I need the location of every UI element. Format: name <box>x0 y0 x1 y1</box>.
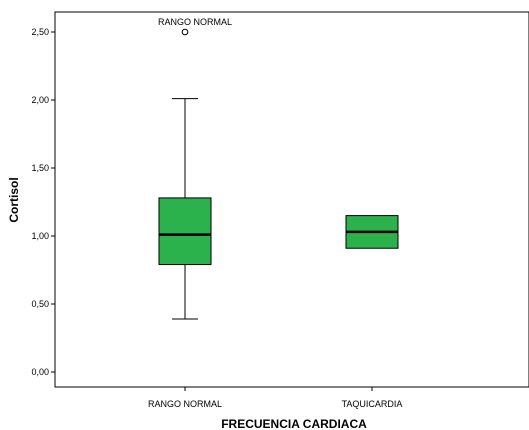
x-axis: RANGO NORMAL TAQUICARDIA <box>148 387 402 409</box>
x-tick-label: TAQUICARDIA <box>342 399 403 409</box>
x-tick-label: RANGO NORMAL <box>148 399 222 409</box>
y-tick-label: 2,00 <box>31 95 49 105</box>
y-tick-label: 1,50 <box>31 163 49 173</box>
box-taquicardia <box>345 215 399 249</box>
outlier-point <box>181 28 189 36</box>
plot-area <box>54 11 529 388</box>
y-tick-label: 0,00 <box>31 367 49 377</box>
y-tick-label: 1,00 <box>31 231 49 241</box>
y-axis-title: Cortisol <box>7 177 21 222</box>
y-tick-label: 0,50 <box>31 299 49 309</box>
y-tick-label: 2,50 <box>31 27 49 37</box>
boxes: RANGO NORMAL <box>158 17 399 320</box>
x-axis-title: FRECUENCIA CARDIACA <box>221 417 367 430</box>
y-axis: 0,00 0,50 1,00 1,50 2,00 2,50 <box>31 27 55 377</box>
iqr-box <box>158 197 212 266</box>
box-rango-normal: RANGO NORMAL <box>158 17 232 320</box>
outlier-label: RANGO NORMAL <box>158 17 232 27</box>
